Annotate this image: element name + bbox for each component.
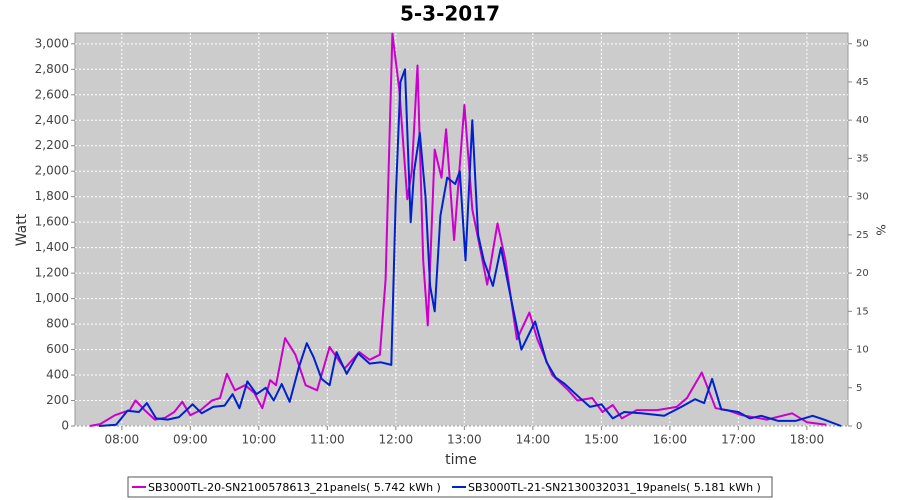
x-tick-label: 10:00: [242, 433, 277, 447]
plot-area: [74, 32, 849, 427]
series-line: [89, 32, 827, 427]
y-tick-label: 1,000: [35, 291, 69, 305]
legend-box: [127, 476, 773, 498]
y-tick-label: 2,600: [35, 87, 69, 101]
chart-title: 5-3-2017: [400, 2, 500, 26]
y-tick-label: 3,000: [35, 36, 69, 50]
y-tick-label: 2,800: [35, 62, 69, 76]
x-tick-label: 09:00: [173, 433, 208, 447]
legend-label: SB3000TL-21-SN2130032031_19panels( 5.181…: [468, 481, 761, 494]
y2-tick-label: 15: [856, 306, 869, 317]
y-tick-label: 2,000: [35, 164, 69, 178]
y2-tick-label: 35: [856, 153, 869, 164]
y2-tick-label: 5: [856, 383, 862, 394]
series-line: [98, 68, 842, 427]
x-tick-label: 11:00: [310, 433, 345, 447]
x-axis-label: time: [445, 452, 477, 468]
y2-tick-label: 40: [856, 115, 869, 126]
y2-tick-label: 45: [856, 77, 869, 88]
y-tick-label: 2,400: [35, 113, 69, 127]
y-axis-label: Watt: [14, 213, 30, 246]
y-tick-label: 200: [46, 393, 69, 407]
y-tick-label: 1,400: [35, 240, 69, 254]
x-tick-label: 18:00: [790, 433, 825, 447]
x-tick-label: 12:00: [379, 433, 414, 447]
y-tick-label: 1,800: [35, 189, 69, 203]
y2-tick-label: 20: [856, 268, 869, 279]
y-tick-label: 400: [46, 368, 69, 382]
y2-tick-label: 30: [856, 192, 869, 203]
legend-label: SB3000TL-20-SN2100578613_21panels( 5.742…: [148, 481, 441, 494]
y-tick-label: 1,200: [35, 266, 69, 280]
y2-tick-label: 0: [856, 421, 862, 432]
x-tick-label: 13:00: [447, 433, 482, 447]
y-tick-label: 800: [46, 317, 69, 331]
y2-tick-label: 50: [856, 39, 869, 50]
y-tick-label: 1,600: [35, 215, 69, 229]
x-tick-label: 08:00: [105, 433, 140, 447]
y2-tick-label: 10: [856, 345, 869, 356]
y2-axis-label: %: [874, 224, 888, 235]
y-tick-label: 600: [46, 342, 69, 356]
x-tick-label: 14:00: [516, 433, 551, 447]
y2-tick-label: 25: [856, 230, 869, 241]
x-tick-label: 15:00: [584, 433, 619, 447]
y-tick-label: 2,200: [35, 138, 69, 152]
x-tick-label: 16:00: [653, 433, 688, 447]
x-tick-label: 17:00: [721, 433, 756, 447]
y-tick-label: 0: [61, 419, 69, 433]
